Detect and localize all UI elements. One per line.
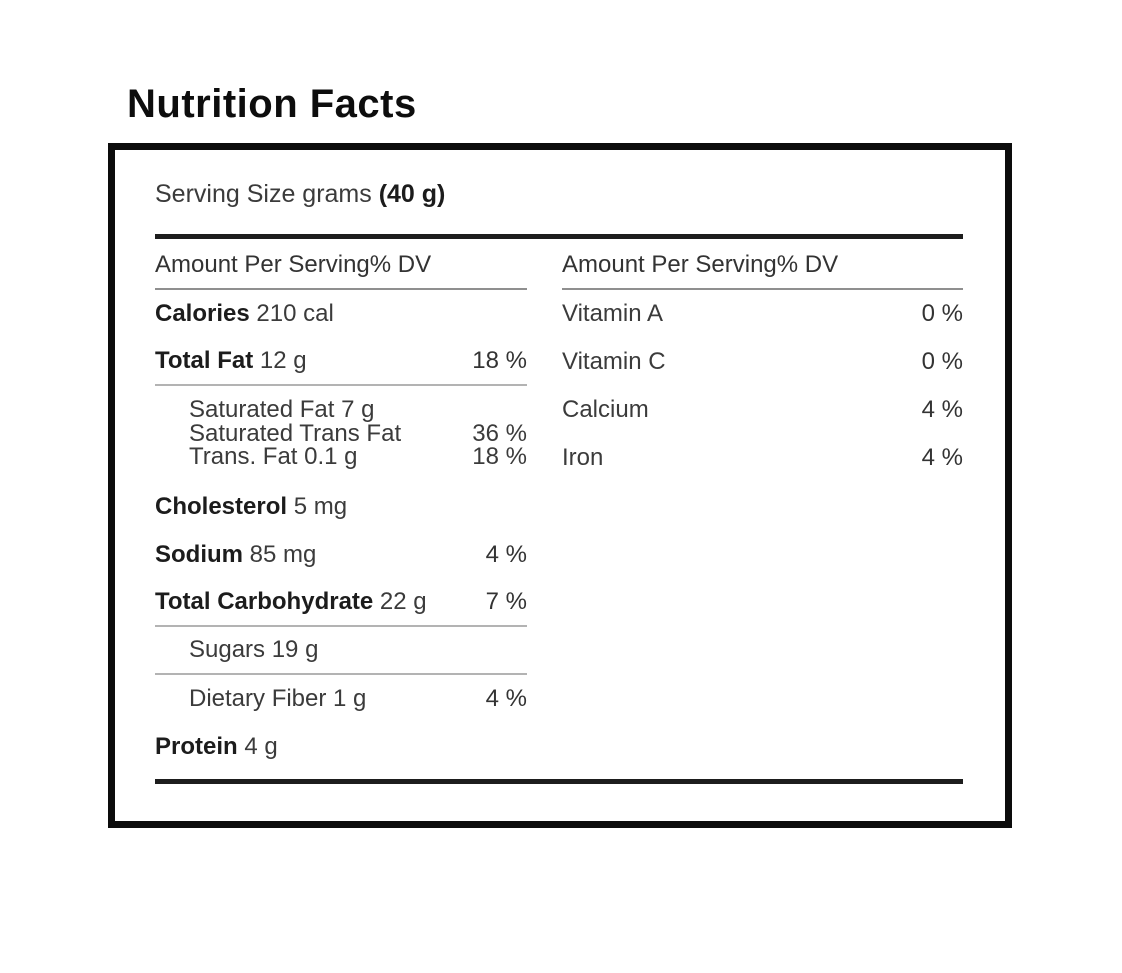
nutrient-dv: 0 %: [921, 348, 963, 375]
nutrient-row-cholesterol: Cholesterol 5 mg: [155, 483, 527, 531]
nutrient-dv: 4 %: [921, 396, 963, 423]
nutrient-label: Sugars 19 g: [189, 635, 319, 663]
serving-size-line: Serving Size grams (40 g): [155, 180, 963, 208]
fat-subgroup: Saturated Fat 7 g Saturated Trans Fat 36…: [155, 386, 527, 483]
nutrient-dv: 4 %: [921, 444, 963, 471]
nutrient-label: Saturated Fat 7 g: [189, 396, 375, 423]
serving-size-amount: (40 g): [378, 180, 446, 208]
nutrient-dv: 4 %: [485, 684, 527, 712]
nutrient-label: Total Fat 12 g: [155, 347, 307, 374]
nutrient-row-sugars: Sugars 19 g: [155, 627, 527, 675]
nutrient-row-vitamin-c: Vitamin C 0 %: [562, 338, 963, 386]
left-column: Amount Per Serving% DV Calories 210 cal …: [155, 241, 527, 771]
right-column-header: Amount Per Serving% DV: [562, 241, 963, 290]
nutrient-dv: 18 %: [472, 443, 527, 470]
nutrient-dv: 0 %: [921, 300, 963, 327]
nutrient-label: Cholesterol 5 mg: [155, 492, 348, 520]
bottom-thick-divider: [155, 778, 963, 784]
nutrient-row-saturated-trans-fat: Saturated Trans Fat 36 %: [189, 419, 527, 447]
nutrient-row-saturated-fat: Saturated Fat 7 g: [189, 398, 527, 422]
nutrient-label: Protein 4 g: [155, 732, 278, 760]
nutrient-label: Total Carbohydrate 22 g: [155, 587, 427, 615]
top-thick-divider: [155, 234, 963, 239]
nutrient-label: Iron: [562, 444, 604, 471]
nutrient-dv: 18 %: [472, 347, 527, 374]
nutrient-row-calories: Calories 210 cal: [155, 290, 527, 338]
nutrient-row-total-fat: Total Fat 12 g 18 %: [155, 338, 527, 386]
nutrient-label: Saturated Trans Fat: [189, 419, 402, 447]
nutrient-label: Sodium 85 mg: [155, 540, 317, 568]
nutrient-label: Calcium: [562, 396, 649, 423]
nutrient-row-vitamin-a: Vitamin A 0 %: [562, 290, 963, 338]
nutrient-label: Vitamin C: [562, 348, 666, 375]
nutrient-dv: 7 %: [485, 587, 527, 615]
page-title: Nutrition Facts: [127, 82, 417, 126]
nutrient-dv: 4 %: [485, 540, 527, 568]
nutrient-row-total-carbohydrate: Total Carbohydrate 22 g 7 %: [155, 579, 527, 627]
serving-size-text: Serving Size grams: [155, 180, 372, 208]
nutrient-row-calcium: Calcium 4 %: [562, 386, 963, 434]
right-column: Amount Per Serving% DV Vitamin A 0 % Vit…: [562, 241, 963, 771]
nutrient-row-trans-fat: Trans. Fat 0.1 g 18 %: [189, 445, 527, 469]
left-column-header: Amount Per Serving% DV: [155, 241, 527, 290]
nutrition-label-content: Serving Size grams (40 g) Amount Per Ser…: [115, 150, 1005, 784]
nutrient-label: Trans. Fat 0.1 g: [189, 443, 358, 470]
nutrient-label: Dietary Fiber 1 g: [189, 684, 367, 712]
nutrient-label: Vitamin A: [562, 300, 663, 327]
nutrient-row-iron: Iron 4 %: [562, 434, 963, 482]
nutrition-label-box: Serving Size grams (40 g) Amount Per Ser…: [108, 143, 1012, 828]
nutrient-columns: Amount Per Serving% DV Calories 210 cal …: [155, 241, 963, 771]
nutrient-dv: 36 %: [472, 419, 527, 447]
nutrient-row-sodium: Sodium 85 mg 4 %: [155, 531, 527, 579]
nutrient-row-dietary-fiber: Dietary Fiber 1 g 4 %: [155, 675, 527, 723]
nutrient-label: Calories 210 cal: [155, 300, 334, 327]
nutrient-row-protein: Protein 4 g: [155, 723, 527, 771]
